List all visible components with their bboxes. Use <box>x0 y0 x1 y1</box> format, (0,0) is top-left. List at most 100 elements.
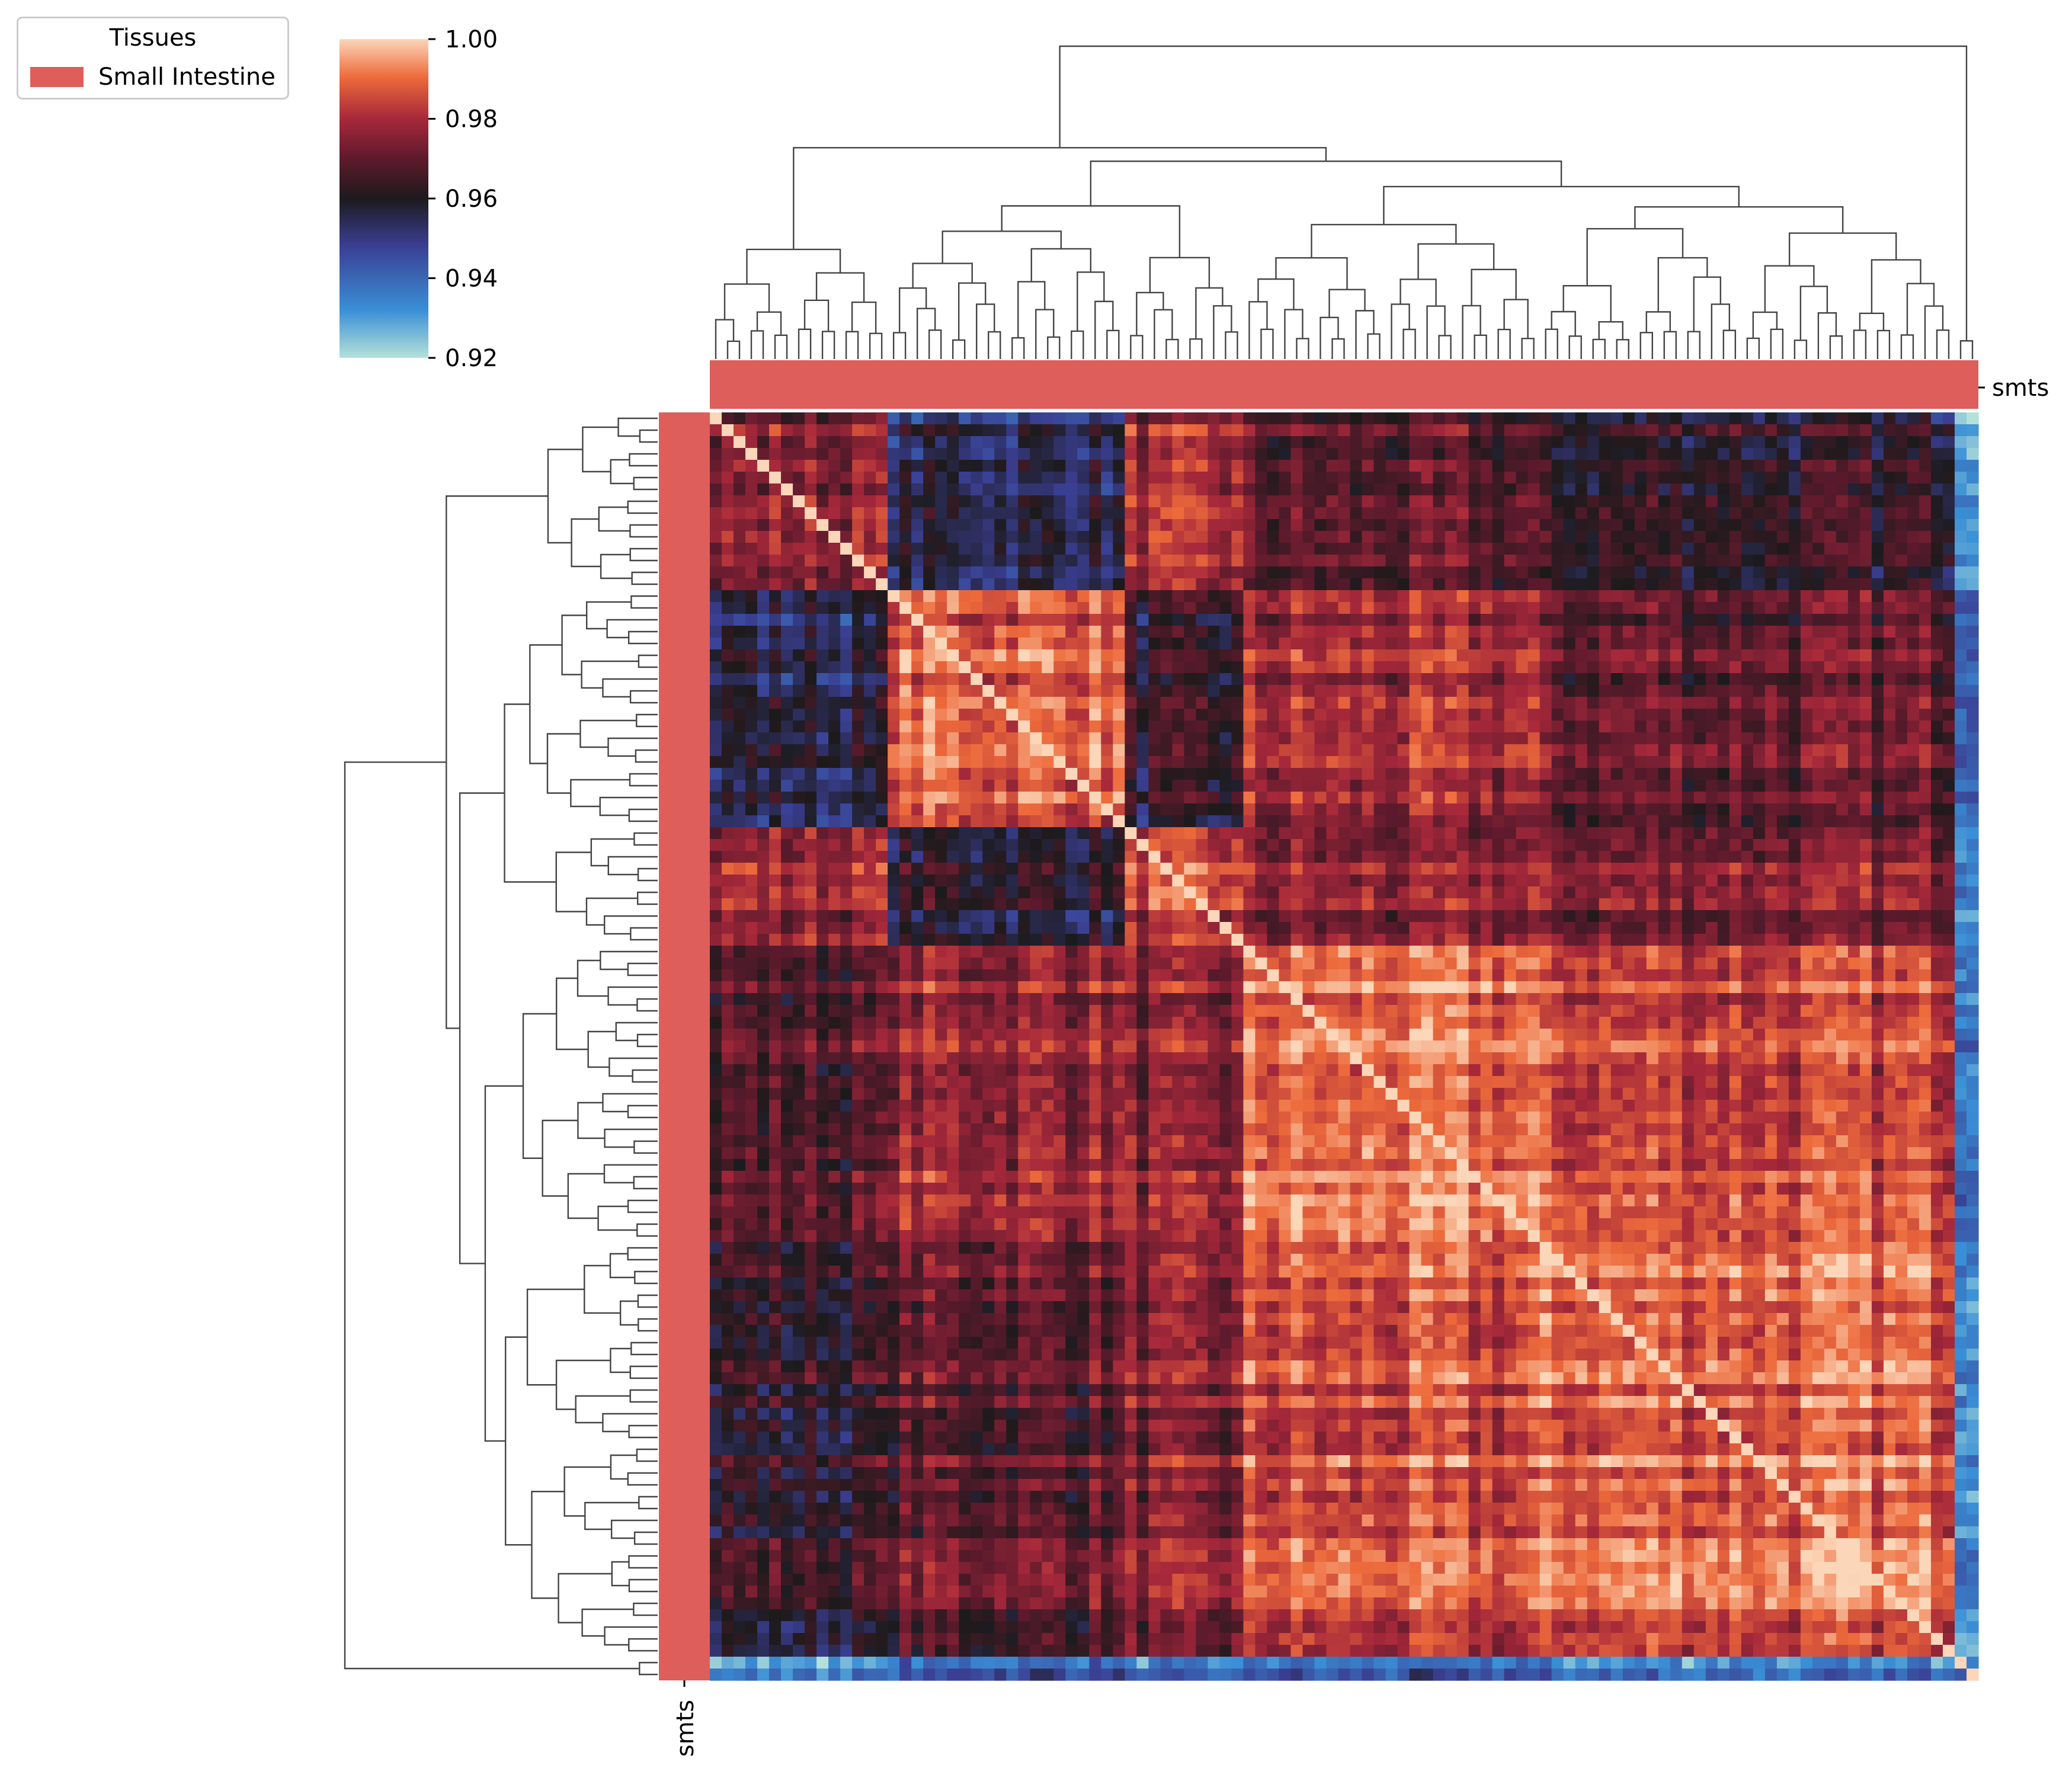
heatmap-cell <box>1089 555 1101 567</box>
heatmap-cell <box>1895 483 1908 496</box>
heatmap-cell <box>935 507 947 520</box>
heatmap-cell <box>1018 875 1030 887</box>
heatmap-cell <box>1030 875 1042 887</box>
heatmap-cell <box>1859 448 1872 460</box>
heatmap-cell <box>1456 483 1469 496</box>
heatmap-cell <box>1196 922 1208 934</box>
heatmap-cell <box>1172 875 1184 887</box>
heatmap-cell <box>1741 886 1754 899</box>
heatmap-cell <box>911 875 924 887</box>
heatmap-cell <box>1539 922 1552 934</box>
heatmap-cell <box>1421 483 1434 496</box>
heatmap-cell <box>1160 566 1173 579</box>
heatmap-cell <box>1682 519 1695 531</box>
heatmap-cell <box>1231 460 1244 472</box>
heatmap-cell <box>1966 602 1979 614</box>
heatmap-cell <box>1717 768 1730 780</box>
heatmap-cell <box>1030 531 1042 543</box>
heatmap-cell <box>1895 815 1908 828</box>
heatmap-cell <box>1373 673 1386 686</box>
heatmap-cell <box>876 863 888 875</box>
heatmap-cell <box>864 483 876 496</box>
heatmap-cell <box>710 519 722 531</box>
heatmap-cell <box>1788 863 1801 875</box>
heatmap-cell <box>1646 673 1659 686</box>
heatmap-cell <box>1136 578 1149 591</box>
heatmap-cell <box>1824 543 1837 555</box>
heatmap-cell <box>1468 649 1481 662</box>
heatmap-cell <box>1089 495 1101 508</box>
heatmap-cell <box>1764 875 1778 887</box>
heatmap-cell <box>1800 578 1813 591</box>
heatmap-cell <box>1539 839 1552 851</box>
heatmap-cell <box>1622 803 1635 816</box>
heatmap-cell <box>899 792 912 804</box>
heatmap-cell <box>1480 934 1493 946</box>
heatmap-cell <box>1101 649 1113 662</box>
heatmap-cell <box>1302 424 1315 437</box>
heatmap-cell <box>1824 638 1837 650</box>
heatmap-cell <box>1836 922 1849 934</box>
heatmap-cell <box>1338 815 1351 828</box>
heatmap-cell <box>1539 483 1552 496</box>
heatmap-cell <box>769 638 782 650</box>
heatmap-cell <box>1492 507 1505 520</box>
heatmap-cell <box>1385 934 1398 946</box>
heatmap-cell <box>1954 531 1967 543</box>
heatmap-cell <box>1646 495 1659 508</box>
heatmap-cell <box>1883 661 1896 674</box>
heatmap-cell <box>1480 709 1493 721</box>
heatmap-cell <box>899 827 912 840</box>
heatmap-cell <box>1741 566 1754 579</box>
heatmap-cell <box>1824 626 1837 638</box>
heatmap-cell <box>710 602 722 614</box>
heatmap-cell <box>1421 851 1434 863</box>
heatmap-cell <box>745 697 758 709</box>
heatmap-cell <box>1468 721 1481 733</box>
heatmap-cell <box>1705 507 1718 520</box>
heatmap-cell <box>1788 839 1801 851</box>
heatmap-cell <box>1682 661 1695 674</box>
heatmap-cell <box>911 898 924 911</box>
heatmap-cell <box>828 875 841 887</box>
heatmap-cell <box>1930 519 1943 531</box>
heatmap-cell <box>1030 898 1042 911</box>
heatmap-cell <box>1800 863 1813 875</box>
heatmap-cell <box>1646 768 1659 780</box>
heatmap-cell <box>1658 472 1671 484</box>
heatmap-cell <box>722 649 734 662</box>
heatmap-cell <box>734 709 746 721</box>
heatmap-cell <box>1622 602 1635 614</box>
heatmap-cell <box>1350 922 1363 934</box>
heatmap-cell <box>1930 602 1943 614</box>
heatmap-cell <box>994 436 1007 449</box>
heatmap-cell <box>781 566 793 579</box>
heatmap-cell <box>911 436 924 449</box>
heatmap-cell <box>1231 519 1244 531</box>
heatmap-cell <box>1836 732 1849 745</box>
heatmap-cell <box>1575 780 1588 792</box>
heatmap-cell <box>1930 483 1943 496</box>
heatmap-cell <box>1208 721 1220 733</box>
heatmap-cell <box>1504 638 1517 650</box>
heatmap-cell <box>1551 543 1564 555</box>
heatmap-cell <box>1314 886 1327 899</box>
heatmap-cell <box>710 792 722 804</box>
heatmap-cell <box>828 827 841 840</box>
heatmap-cell <box>947 519 959 531</box>
heatmap-cell <box>734 424 746 437</box>
dendrogram-link <box>1876 329 1891 359</box>
heatmap-cell <box>1362 555 1375 567</box>
heatmap-cell <box>1705 424 1718 437</box>
heatmap-cell <box>793 685 805 697</box>
heatmap-cell <box>1527 673 1541 686</box>
heatmap-cell <box>734 851 746 863</box>
heatmap-cell <box>935 709 947 721</box>
heatmap-cell <box>1314 460 1327 472</box>
dendrogram-link <box>638 654 658 668</box>
heatmap-cell <box>864 709 876 721</box>
heatmap-cell <box>1243 922 1256 934</box>
heatmap-cell <box>1599 756 1612 768</box>
heatmap-cell <box>805 780 817 792</box>
heatmap-cell <box>1658 886 1671 899</box>
